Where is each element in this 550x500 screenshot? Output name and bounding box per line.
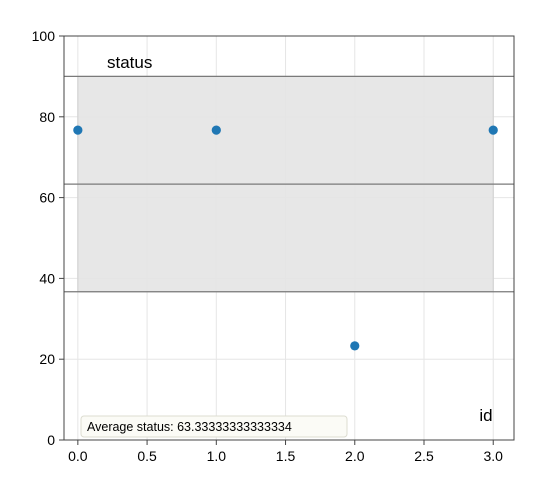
y-tick-label-5: 100 [32,28,56,44]
data-point-0-1 [211,125,221,135]
data-point-0-0 [73,125,83,135]
y-tick-label-3: 60 [39,190,55,206]
annotation-text: Average status: 63.33333333333334 [87,420,292,434]
x-tick-label-1: 0.5 [137,448,157,464]
x-tick-label-4: 2.0 [345,448,365,464]
y-tick-label-0: 0 [47,432,55,448]
y-tick-label-1: 20 [39,351,55,367]
data-points [73,125,498,351]
x-tick-label-2: 1.0 [207,448,227,464]
x-tick-label-0: 0.0 [68,448,88,464]
y-tick-label-4: 80 [39,109,55,125]
y-axis-label: status [107,53,152,72]
data-point-0-2 [350,341,360,351]
data-point-0-3 [488,125,498,135]
horizontal-lines [64,75,514,293]
x-axis-ticks: 0.0 0.5 1.0 1.5 2.0 2.5 3.0 [68,440,503,464]
x-tick-label-6: 3.0 [483,448,503,464]
y-axis-ticks: 0 20 40 60 80 100 [32,28,64,448]
annotation-box [80,415,348,438]
y-tick-label-2: 40 [39,270,55,286]
plot-frame [63,35,515,441]
x-tick-label-3: 1.5 [276,448,296,464]
average-annotation: Average status: 63.33333333333334 [80,415,348,438]
x-tick-label-5: 2.5 [414,448,434,464]
x-axis-label: id [479,406,492,425]
